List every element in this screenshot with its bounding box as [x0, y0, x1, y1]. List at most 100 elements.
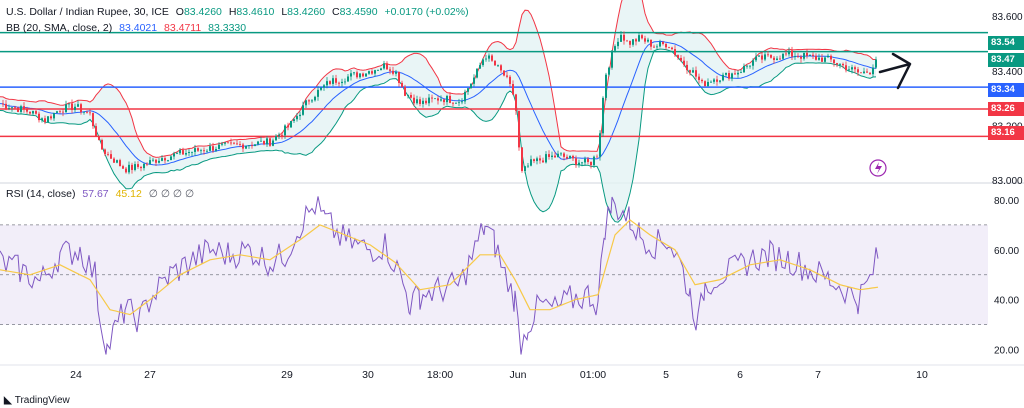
- candle-body: [707, 81, 709, 87]
- candle-body: [8, 108, 10, 109]
- tradingview-logo[interactable]: ◣ TradingView: [4, 395, 70, 406]
- candle-body: [545, 154, 547, 163]
- candle-body: [335, 78, 337, 83]
- candle-body: [179, 150, 181, 154]
- candle-body: [101, 139, 103, 150]
- candle-body: [869, 72, 871, 75]
- candle-body: [188, 152, 190, 154]
- level-badge-2: 83.47: [988, 53, 1024, 67]
- ohlc-change: +0.0170 (+0.02%): [384, 6, 469, 18]
- candle-body: [2, 103, 4, 105]
- time-axis-label: 10: [916, 369, 928, 381]
- candle-body: [362, 73, 364, 77]
- candle-body: [503, 70, 505, 76]
- candle-body: [248, 145, 250, 147]
- candle-body: [779, 58, 781, 60]
- bb-upper-value: 83.4711: [164, 22, 202, 34]
- candle-body: [800, 56, 802, 59]
- rsi-label: RSI (14, close): [6, 188, 76, 200]
- candle-body: [488, 55, 490, 59]
- time-axis-label: 18:00: [427, 369, 453, 381]
- candle-body: [854, 67, 856, 70]
- candle-body: [38, 113, 40, 121]
- candle-body: [755, 56, 757, 61]
- candle-body: [323, 85, 325, 88]
- candle-body: [740, 72, 742, 74]
- candle-body: [218, 144, 220, 150]
- rsi-axis-label: 40.00: [994, 296, 1019, 307]
- candle-body: [875, 59, 877, 68]
- candle-body: [401, 82, 403, 87]
- candle-body: [185, 153, 187, 155]
- candle-body: [386, 63, 388, 70]
- rsi-legend[interactable]: RSI (14, close) 57.67 45.12 ∅ ∅ ∅ ∅: [6, 188, 198, 200]
- candle-body: [62, 111, 64, 113]
- candle-body: [725, 73, 727, 75]
- candle-body: [116, 160, 118, 163]
- candle-body: [176, 153, 178, 155]
- candle-body: [149, 160, 151, 165]
- candle-body: [662, 41, 664, 44]
- candle-body: [245, 145, 247, 149]
- candle-body: [56, 111, 58, 113]
- time-axis-label: 29: [281, 369, 293, 381]
- bb-upper-line: [0, 0, 876, 158]
- price-axis-label: 83.400: [992, 67, 1023, 78]
- candle-body: [863, 71, 865, 74]
- candle-body: [302, 105, 304, 115]
- candle-body: [602, 97, 604, 134]
- time-axis-label: 7: [815, 369, 821, 381]
- candle-body: [710, 81, 712, 83]
- candle-body: [512, 84, 514, 95]
- candle-body: [182, 150, 184, 155]
- candle-body: [494, 60, 496, 66]
- candle-body: [113, 158, 115, 163]
- candle-body: [650, 39, 652, 47]
- candle-body: [398, 71, 400, 83]
- candle-body: [746, 65, 748, 67]
- candle-body: [515, 94, 517, 111]
- candle-body: [230, 142, 232, 144]
- ohlc-close: C83.4590: [332, 6, 378, 18]
- candle-body: [260, 140, 262, 142]
- ohlc-low: L83.4260: [281, 6, 326, 18]
- candle-body: [413, 97, 415, 104]
- candle-body: [338, 82, 340, 84]
- candle-body: [32, 111, 34, 114]
- bb-basis-value: 83.4021: [119, 22, 158, 34]
- bb-legend[interactable]: BB (20, SMA, close, 2) 83.4021 83.4711 8…: [6, 22, 250, 34]
- candle-body: [68, 103, 70, 105]
- candle-body: [170, 156, 172, 161]
- candle-body: [350, 73, 352, 77]
- candle-body: [668, 47, 670, 49]
- candle-body: [425, 100, 427, 104]
- candle-body: [278, 134, 280, 137]
- candle-body: [200, 150, 202, 152]
- candle-body: [329, 81, 331, 84]
- candle-body: [197, 148, 199, 151]
- candle-body: [125, 168, 127, 173]
- candle-body: [623, 34, 625, 41]
- candle-body: [686, 64, 688, 71]
- candle-body: [704, 81, 706, 87]
- candle-body: [92, 113, 94, 127]
- level-badge-4: 83.26: [988, 102, 1024, 116]
- candle-body: [44, 118, 46, 123]
- time-axis-label: 5: [663, 369, 669, 381]
- candle-body: [824, 57, 826, 62]
- candle-body: [269, 138, 271, 146]
- candle-body: [290, 120, 292, 128]
- candle-body: [341, 81, 343, 84]
- candle-body: [839, 63, 841, 65]
- candle-body: [122, 166, 124, 169]
- candle-body: [131, 164, 133, 170]
- candle-body: [344, 81, 346, 83]
- candle-body: [431, 97, 433, 99]
- candle-body: [146, 163, 148, 165]
- candle-body: [137, 164, 139, 167]
- candle-body: [533, 159, 535, 162]
- candle-body: [272, 140, 274, 146]
- rsi-extra: ∅ ∅ ∅ ∅: [148, 188, 195, 200]
- alert-icon: [869, 159, 887, 177]
